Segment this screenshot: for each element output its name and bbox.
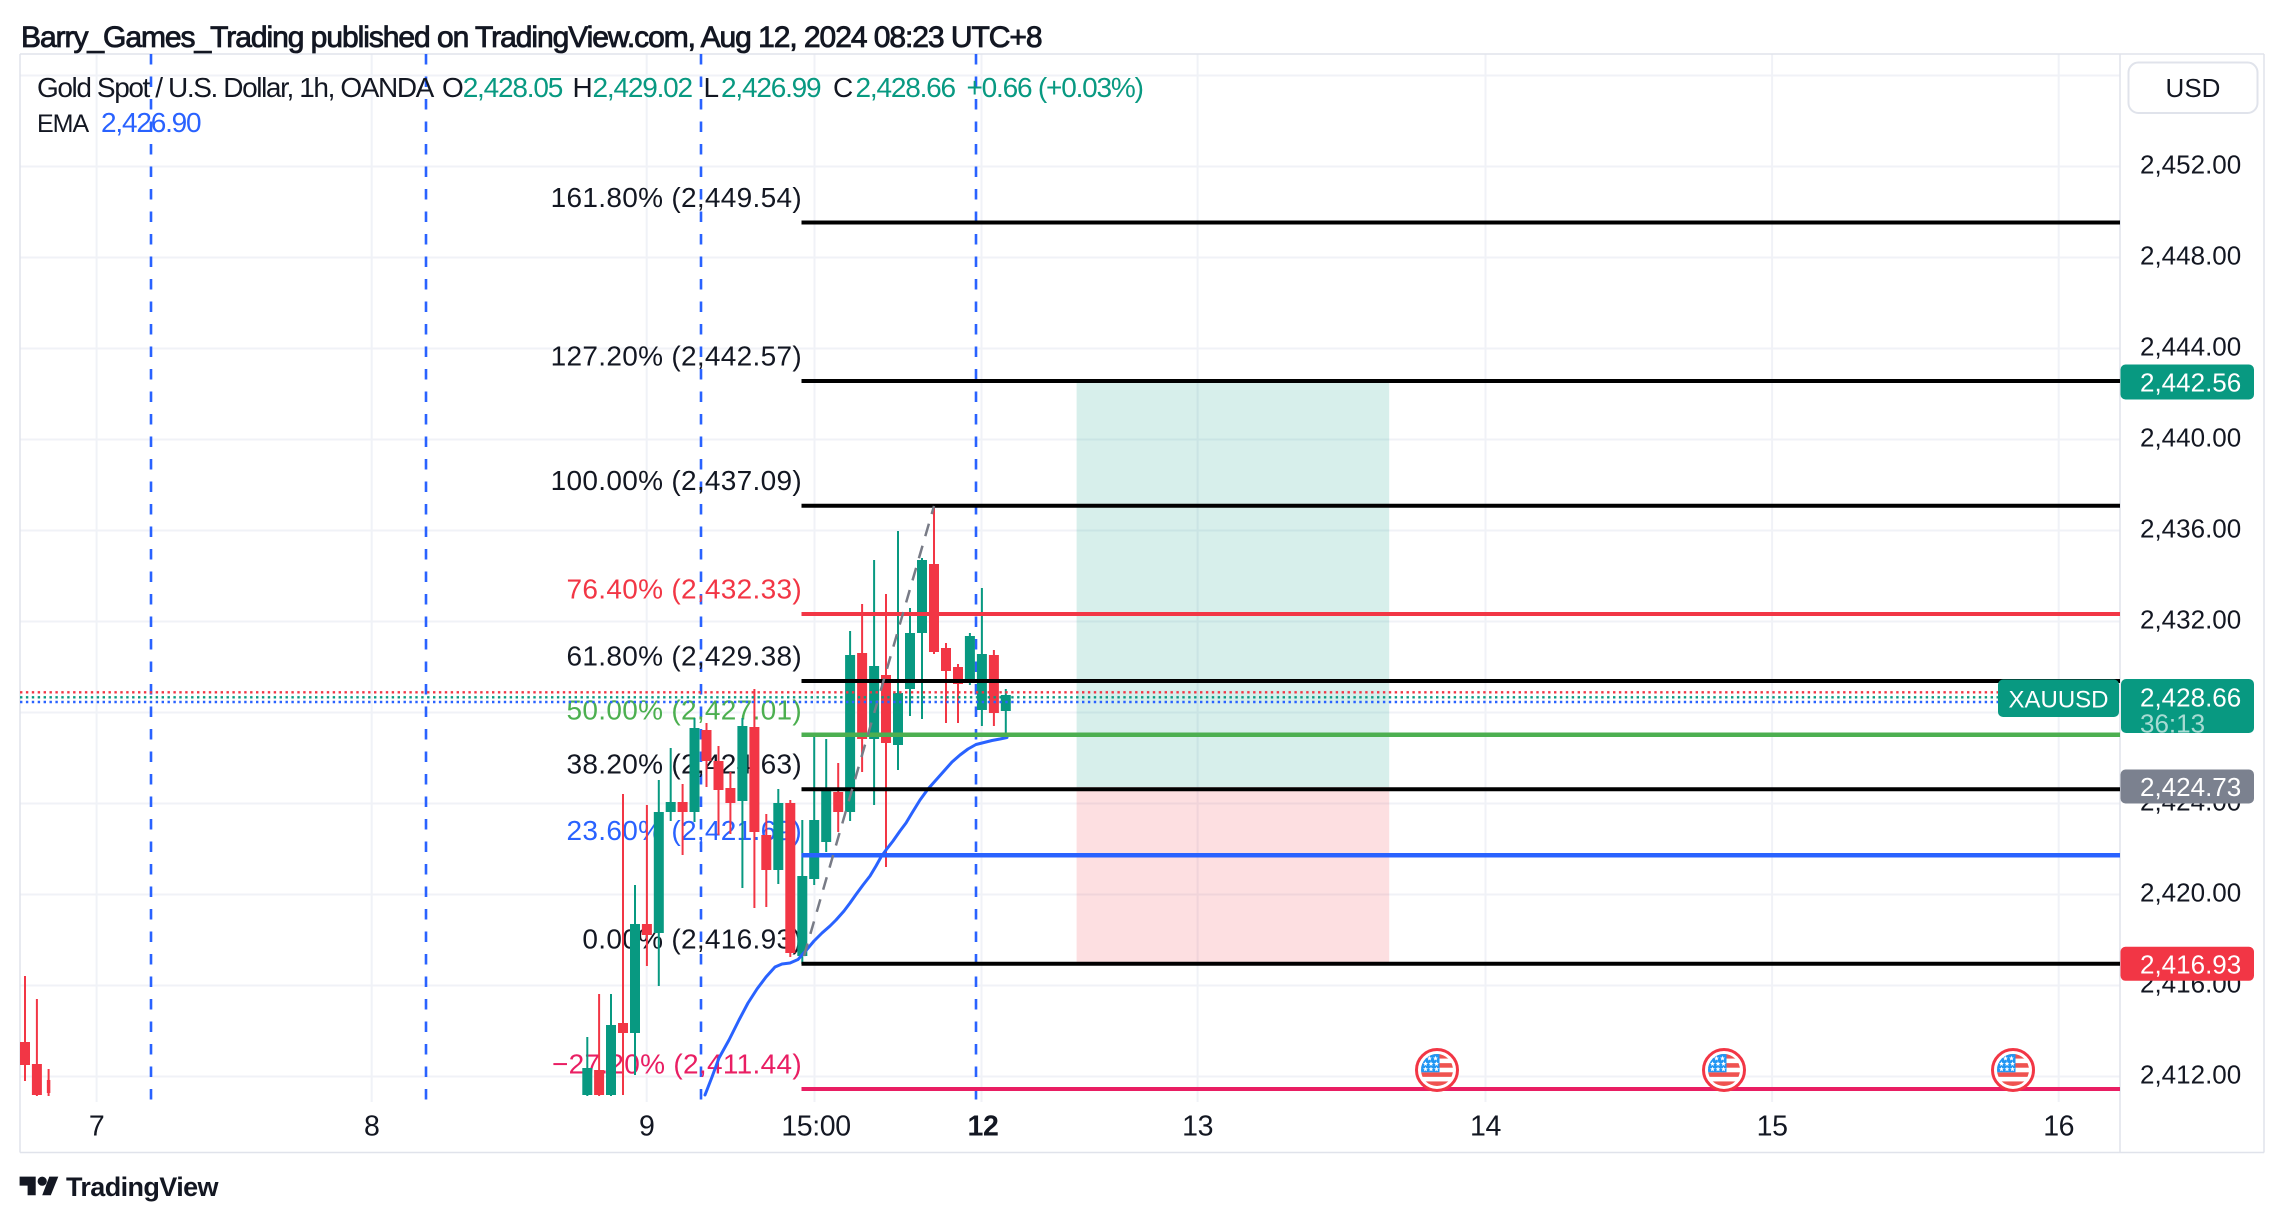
svg-text:Gold Spot / U.S. Dollar, 1h, O: Gold Spot / U.S. Dollar, 1h, OANDA [37, 72, 435, 103]
svg-text:2,428.66: 2,428.66 [856, 72, 956, 103]
svg-text:2,428.05: 2,428.05 [463, 72, 563, 103]
svg-text:H: H [573, 72, 592, 103]
svg-text:9: 9 [639, 1111, 654, 1143]
svg-text:XAUUSD: XAUUSD [2008, 687, 2108, 714]
svg-text:2,420.00: 2,420.00 [2140, 878, 2241, 908]
svg-text:2,436.00: 2,436.00 [2140, 514, 2241, 544]
svg-text:C: C [833, 72, 853, 103]
svg-text:36:13: 36:13 [2140, 709, 2205, 739]
svg-text:L: L [704, 72, 719, 103]
svg-text:+0.66 (+0.03%): +0.66 (+0.03%) [967, 72, 1143, 103]
svg-text:2,440.00: 2,440.00 [2140, 423, 2241, 453]
svg-text:15:00: 15:00 [781, 1111, 850, 1143]
svg-text:2,416.93: 2,416.93 [2140, 949, 2241, 979]
svg-text:2,424.73: 2,424.73 [2140, 772, 2241, 802]
svg-text:127.20% (2,442.57): 127.20% (2,442.57) [551, 341, 802, 372]
svg-text:0.00% (2,416.93): 0.00% (2,416.93) [582, 923, 802, 954]
svg-text:76.40% (2,432.33): 76.40% (2,432.33) [567, 574, 803, 605]
svg-text:14: 14 [1470, 1111, 1501, 1143]
svg-text:2,429.02: 2,429.02 [593, 72, 693, 103]
svg-text:7: 7 [89, 1111, 104, 1143]
svg-text:2,442.56: 2,442.56 [2140, 368, 2241, 398]
svg-text:16: 16 [2043, 1111, 2074, 1143]
svg-text:161.80% (2,449.54): 161.80% (2,449.54) [551, 182, 802, 213]
svg-text:Barry_Games_Trading published: Barry_Games_Trading published on Trading… [21, 21, 1042, 54]
svg-text:−27.20% (2,411.44): −27.20% (2,411.44) [552, 1049, 802, 1080]
svg-text:2,452.00: 2,452.00 [2140, 150, 2241, 180]
svg-text:100.00% (2,437.09): 100.00% (2,437.09) [551, 465, 802, 496]
svg-text:15: 15 [1757, 1111, 1788, 1143]
svg-text:2,444.00: 2,444.00 [2140, 332, 2241, 362]
svg-text:2,412.00: 2,412.00 [2140, 1060, 2241, 1090]
svg-text:61.80% (2,429.38): 61.80% (2,429.38) [567, 641, 803, 672]
svg-text:2,432.00: 2,432.00 [2140, 605, 2241, 635]
svg-text:2,448.00: 2,448.00 [2140, 241, 2241, 271]
svg-text:38.20% (2,424.63): 38.20% (2,424.63) [567, 749, 803, 780]
svg-text:8: 8 [364, 1111, 379, 1143]
svg-text:TradingView: TradingView [66, 1172, 220, 1202]
svg-text:2,426.90: 2,426.90 [101, 107, 201, 138]
svg-text:USD: USD [2166, 73, 2221, 103]
svg-text:EMA: EMA [37, 110, 90, 138]
svg-text:12: 12 [968, 1111, 999, 1143]
svg-text:50.00% (2,427.01): 50.00% (2,427.01) [567, 694, 803, 725]
svg-text:13: 13 [1182, 1111, 1213, 1143]
svg-text:2,428.66: 2,428.66 [2140, 683, 2241, 713]
svg-text:O: O [442, 72, 463, 103]
svg-text:2,426.99: 2,426.99 [721, 72, 821, 103]
